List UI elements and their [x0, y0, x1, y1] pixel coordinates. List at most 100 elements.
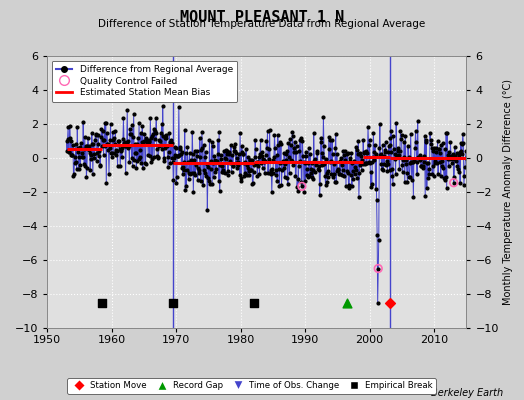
- Point: [433, 160, 441, 166]
- Point: [340, 151, 348, 158]
- Point: [351, 171, 359, 177]
- Point: [444, 152, 452, 158]
- Point: [219, 167, 227, 174]
- Point: [124, 145, 132, 151]
- Point: [219, 168, 227, 175]
- Point: [296, 158, 304, 164]
- Point: [280, 174, 289, 180]
- Point: [325, 159, 334, 165]
- Point: [272, 152, 281, 158]
- Point: [299, 159, 308, 166]
- Point: [374, 265, 383, 272]
- Point: [309, 166, 317, 173]
- Point: [339, 167, 347, 173]
- Point: [375, 236, 383, 243]
- Point: [418, 163, 427, 169]
- Point: [385, 167, 394, 174]
- Point: [408, 158, 417, 165]
- Point: [323, 168, 332, 174]
- Point: [390, 156, 399, 162]
- Point: [146, 115, 155, 122]
- Point: [196, 154, 204, 160]
- Point: [100, 137, 108, 143]
- Point: [322, 156, 330, 162]
- Point: [383, 158, 391, 164]
- Point: [204, 175, 212, 181]
- Point: [458, 141, 466, 147]
- Point: [270, 132, 279, 138]
- Point: [266, 170, 275, 177]
- Point: [171, 144, 179, 151]
- Point: [141, 161, 150, 168]
- Point: [86, 156, 95, 162]
- Point: [377, 160, 386, 167]
- Point: [194, 165, 202, 171]
- Point: [384, 160, 392, 167]
- Point: [406, 174, 414, 180]
- Point: [461, 154, 470, 161]
- Point: [310, 158, 319, 164]
- Point: [379, 153, 388, 159]
- Point: [403, 170, 411, 176]
- Point: [133, 141, 141, 148]
- Point: [63, 148, 71, 154]
- Point: [63, 136, 72, 142]
- Point: [153, 153, 161, 159]
- Point: [218, 163, 226, 169]
- Point: [282, 151, 290, 158]
- Point: [253, 173, 261, 180]
- Point: [400, 139, 408, 145]
- Point: [435, 146, 443, 153]
- Point: [425, 166, 433, 172]
- Point: [174, 152, 182, 159]
- Point: [380, 161, 388, 167]
- Point: [127, 131, 135, 137]
- Point: [435, 159, 444, 166]
- Point: [172, 180, 180, 186]
- Point: [349, 176, 357, 182]
- Point: [366, 160, 374, 166]
- Point: [301, 149, 310, 155]
- Point: [432, 144, 440, 151]
- Point: [118, 144, 127, 151]
- Point: [341, 157, 349, 164]
- Point: [320, 160, 329, 167]
- Point: [417, 163, 425, 169]
- Point: [231, 141, 239, 148]
- Point: [293, 184, 301, 190]
- Point: [208, 139, 216, 146]
- Point: [457, 148, 465, 154]
- Point: [269, 156, 278, 163]
- Point: [395, 166, 403, 173]
- Point: [129, 134, 137, 140]
- Point: [140, 138, 148, 145]
- Point: [431, 158, 439, 165]
- Point: [206, 166, 215, 173]
- Point: [79, 154, 87, 160]
- Point: [277, 182, 286, 188]
- Point: [151, 130, 160, 136]
- Point: [314, 167, 323, 173]
- Y-axis label: Monthly Temperature Anomaly Difference (°C): Monthly Temperature Anomaly Difference (…: [503, 79, 513, 305]
- Point: [401, 133, 409, 139]
- Point: [211, 157, 219, 164]
- Point: [286, 136, 294, 142]
- Point: [103, 130, 111, 136]
- Point: [402, 157, 410, 164]
- Point: [357, 153, 365, 160]
- Point: [195, 169, 203, 176]
- Point: [279, 158, 287, 164]
- Point: [281, 157, 290, 163]
- Point: [66, 134, 74, 141]
- Point: [151, 136, 159, 142]
- Point: [411, 128, 420, 134]
- Point: [343, 168, 351, 174]
- Legend: Station Move, Record Gap, Time of Obs. Change, Empirical Break: Station Move, Record Gap, Time of Obs. C…: [67, 378, 436, 394]
- Point: [424, 160, 432, 166]
- Point: [328, 171, 336, 177]
- Point: [419, 153, 428, 160]
- Point: [136, 147, 144, 153]
- Point: [161, 135, 169, 142]
- Point: [255, 154, 263, 160]
- Point: [238, 148, 246, 155]
